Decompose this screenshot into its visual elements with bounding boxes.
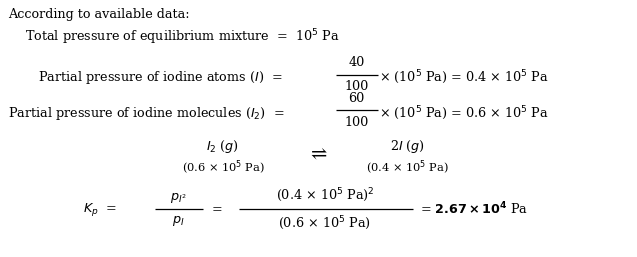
Text: (0.4 × 10$^5$ Pa)$^2$: (0.4 × 10$^5$ Pa)$^2$ — [276, 187, 374, 204]
Text: Partial pressure of iodine atoms ($I$)  =: Partial pressure of iodine atoms ($I$) = — [38, 69, 283, 86]
Text: 60: 60 — [348, 93, 365, 105]
Text: (0.4 × 10$^5$ Pa): (0.4 × 10$^5$ Pa) — [366, 159, 449, 177]
Text: × (10$^5$ Pa) = 0.6 × 10$^5$ Pa: × (10$^5$ Pa) = 0.6 × 10$^5$ Pa — [379, 104, 548, 122]
Text: × (10$^5$ Pa) = 0.4 × 10$^5$ Pa: × (10$^5$ Pa) = 0.4 × 10$^5$ Pa — [379, 68, 548, 86]
Text: $p_I$: $p_I$ — [172, 214, 185, 228]
Text: 40: 40 — [348, 57, 365, 69]
Text: 100: 100 — [345, 116, 369, 128]
Text: = $\bf{2.67 \times 10^4}$ Pa: = $\bf{2.67 \times 10^4}$ Pa — [420, 201, 529, 218]
Text: ⇌: ⇌ — [310, 145, 327, 163]
Text: According to available data:: According to available data: — [8, 8, 189, 21]
Text: Partial pressure of iodine molecules ($I_2$)  =: Partial pressure of iodine molecules ($I… — [8, 105, 284, 122]
Text: $p_{I^2}$: $p_{I^2}$ — [170, 191, 187, 205]
Text: =: = — [211, 203, 222, 216]
Text: $K_p$  =: $K_p$ = — [83, 201, 117, 218]
Text: $I_2$ ($g$): $I_2$ ($g$) — [206, 138, 240, 155]
Text: (0.6 × 10$^5$ Pa): (0.6 × 10$^5$ Pa) — [278, 215, 371, 232]
Text: Total pressure of equilibrium mixture  =  10$^5$ Pa: Total pressure of equilibrium mixture = … — [25, 27, 340, 47]
Text: 2$I$ ($g$): 2$I$ ($g$) — [390, 138, 426, 155]
Text: (0.6 × 10$^5$ Pa): (0.6 × 10$^5$ Pa) — [182, 159, 264, 177]
Text: 100: 100 — [345, 80, 369, 93]
